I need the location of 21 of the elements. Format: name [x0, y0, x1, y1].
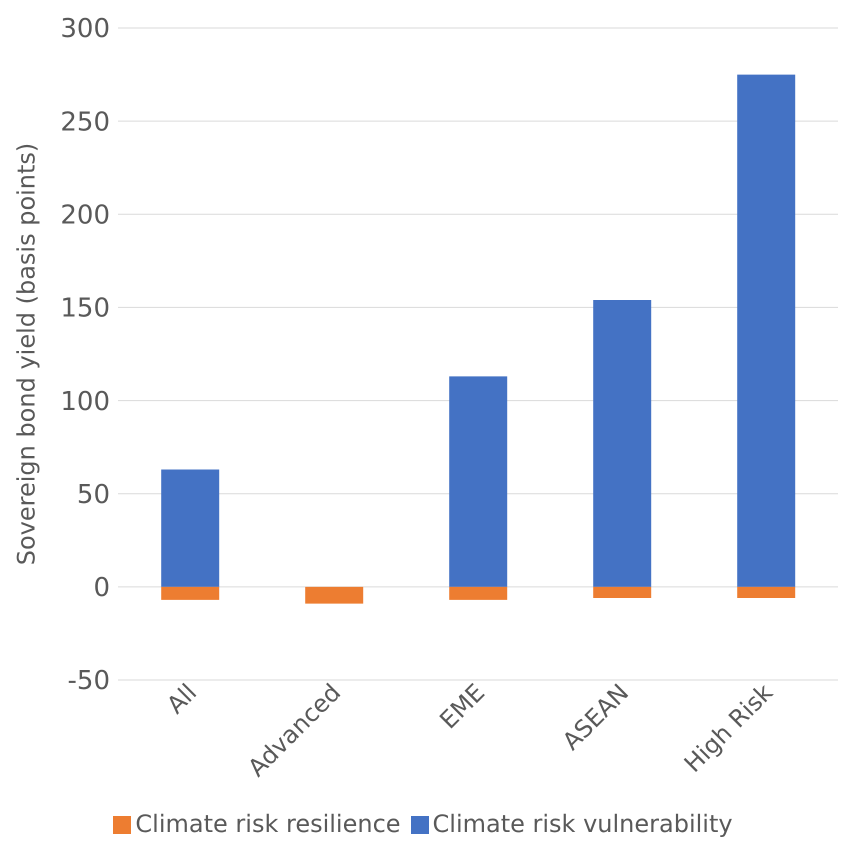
bar — [593, 300, 652, 587]
y-tick-label: 50 — [76, 480, 110, 510]
y-tick-label: 300 — [60, 14, 110, 44]
bar — [449, 376, 508, 587]
bar — [737, 586, 796, 598]
y-tick-label: 100 — [60, 386, 110, 417]
y-tick-label: 150 — [60, 294, 110, 324]
y-tick-label: 200 — [60, 200, 110, 231]
bar — [737, 74, 796, 587]
x-tick-label: All — [161, 678, 202, 720]
y-axis-title: Sovereign bond yield (basis points) — [12, 142, 41, 566]
legend-label: Climate risk vulnerability — [432, 810, 733, 838]
y-tick-label: -50 — [68, 666, 110, 696]
bar — [161, 469, 220, 587]
y-tick-label: 250 — [60, 107, 110, 138]
bar — [593, 586, 652, 598]
legend-label: Climate risk resilience — [135, 810, 401, 838]
bar — [449, 586, 508, 600]
bar — [161, 586, 220, 600]
bar — [305, 586, 364, 604]
y-tick-label: 0 — [93, 573, 110, 604]
